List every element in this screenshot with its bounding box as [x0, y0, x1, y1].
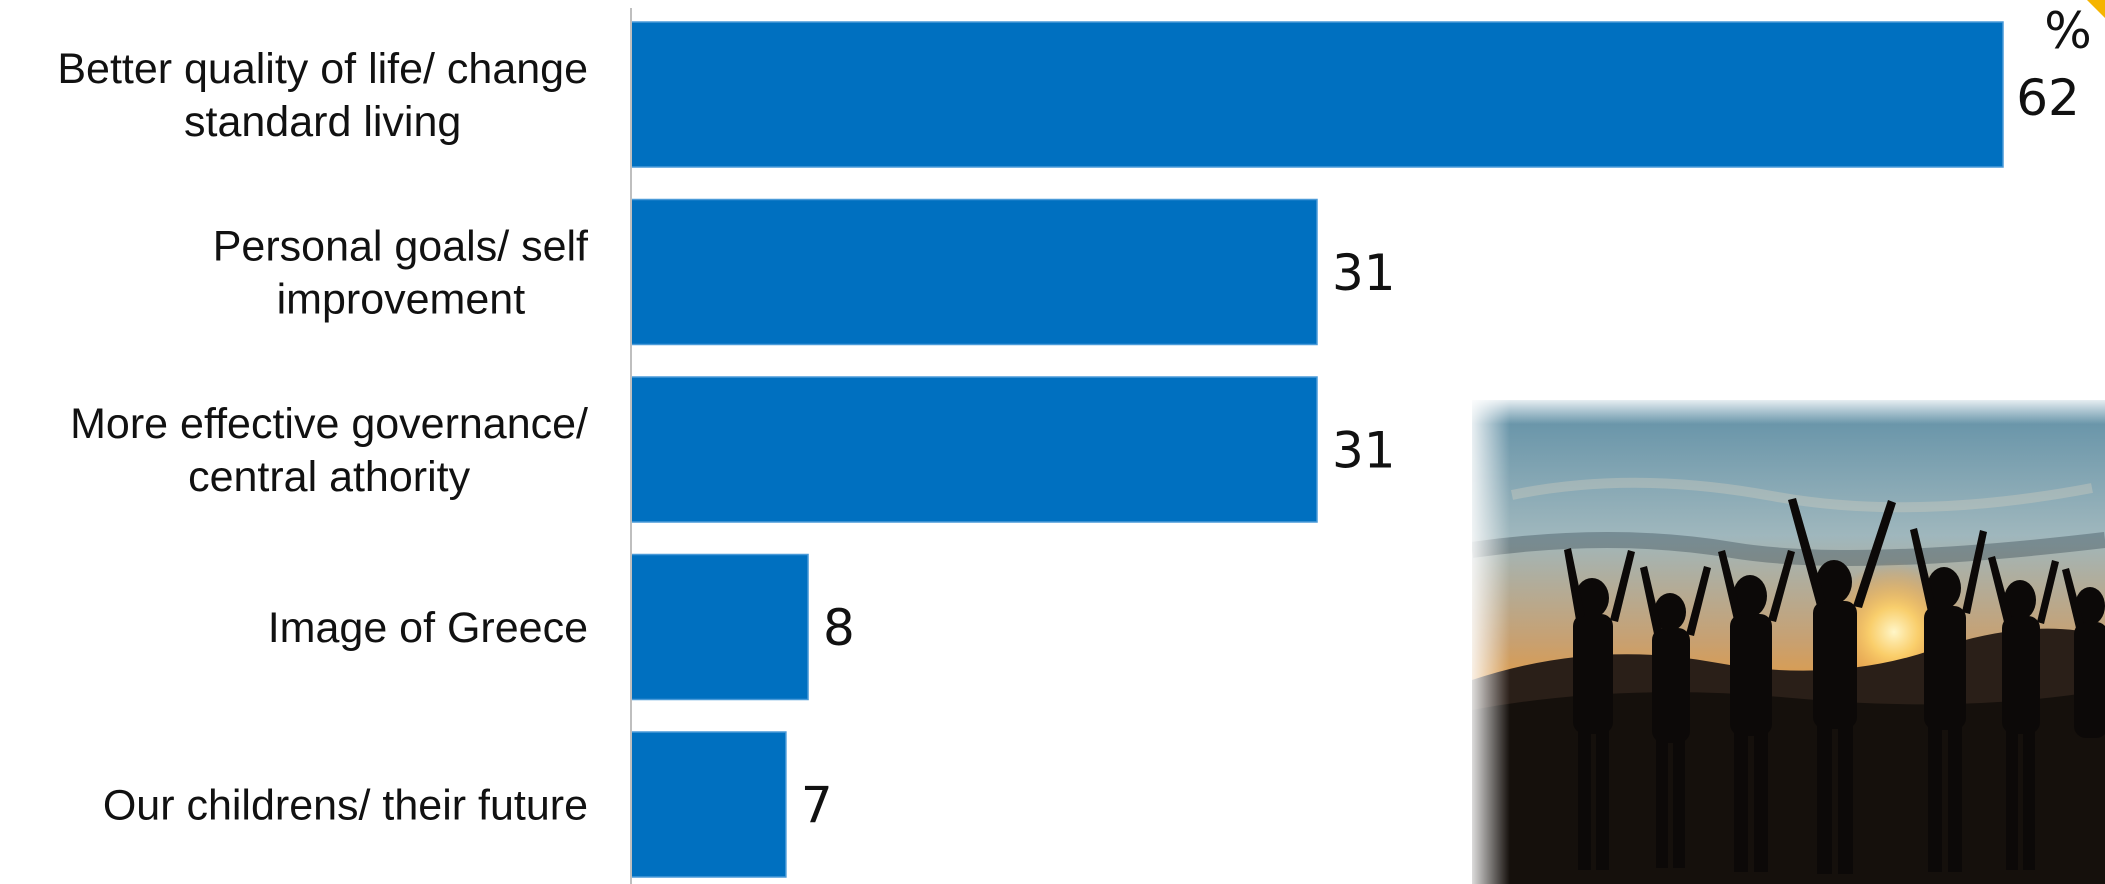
bar-4: [631, 732, 786, 877]
bar-2: [631, 377, 1317, 522]
category-label-3-line-0: Image of Greece: [268, 604, 588, 652]
bar-3: [631, 555, 808, 700]
value-label-0: 62: [2016, 69, 2080, 127]
bar-1: [631, 200, 1317, 345]
category-labels: Better quality of life/ change standard l…: [57, 45, 589, 830]
value-label-3: 8: [823, 599, 855, 657]
category-label-1-line-0: Personal goals/ self: [213, 223, 589, 271]
category-label-2-line-1: central athority: [188, 453, 471, 501]
category-label-2-line-0: More effective governance/: [70, 400, 588, 448]
value-label-4: 7: [801, 777, 833, 835]
corner-accent-shape: [2081, 0, 2105, 24]
value-label-2: 31: [1332, 422, 1396, 480]
category-label-0-line-0: Better quality of life/ change: [57, 45, 588, 93]
value-label-1: 31: [1332, 244, 1396, 302]
category-label-4-line-0: Our childrens/ their future: [103, 782, 588, 830]
category-label-1-line-1: improvement: [277, 276, 526, 324]
bar-0: [631, 22, 2003, 167]
sunset-silhouettes-photo: [1472, 400, 2105, 884]
category-label-0-line-1: standard living: [184, 98, 461, 146]
